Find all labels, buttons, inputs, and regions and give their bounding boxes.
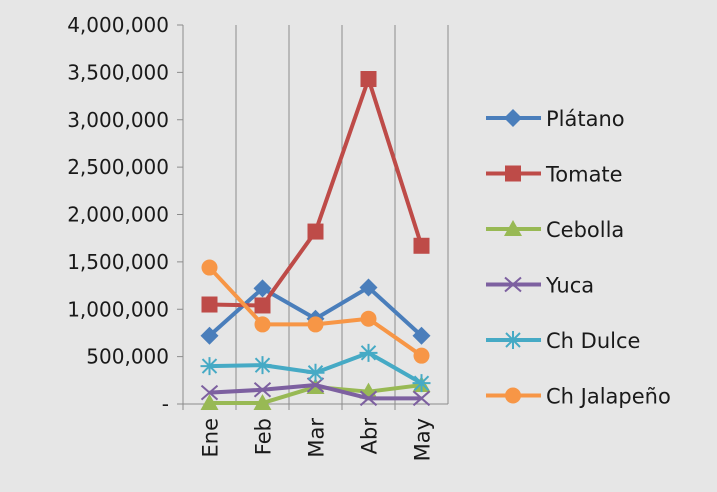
y-tick-label: 500,000: [86, 345, 169, 369]
legend-marker: [504, 109, 522, 127]
y-tick-label: -: [162, 392, 169, 416]
data-point-tomate: [201, 296, 218, 313]
legend-label: Ch Jalapeño: [546, 385, 671, 409]
data-point-yuca: [412, 390, 431, 407]
x-tick-label: Ene: [199, 418, 223, 458]
x-tick-label: Abr: [358, 418, 382, 455]
series-yuca: [200, 377, 431, 407]
data-point-pl-tano: [359, 278, 378, 297]
legend-entry-yuca: Yuca: [486, 274, 594, 298]
data-point-yuca: [359, 390, 378, 407]
data-point-ch-dulce: [306, 363, 325, 382]
legend-entry-pl-tano: Plátano: [486, 107, 625, 131]
y-tick-label: 3,000,000: [67, 108, 169, 132]
data-point-pl-tano: [412, 326, 431, 345]
legend-label: Tomate: [545, 163, 623, 187]
legend-marker: [504, 331, 522, 349]
legend-label: Yuca: [545, 274, 594, 298]
y-tick-label: 1,000,000: [67, 297, 169, 321]
legend-marker: [505, 165, 521, 182]
legend-label: Plátano: [546, 107, 625, 131]
data-point-ch-jalape-o: [413, 347, 430, 364]
legend-marker: [504, 220, 522, 236]
x-tick-label: Mar: [305, 418, 329, 458]
axes: - 500,000 1,000,000 1,500,000 2,000,000 2,500…: [67, 13, 448, 461]
data-point-tomate: [254, 297, 271, 314]
y-tick-label: 1,500,000: [67, 250, 169, 274]
y-tick-label: 2,000,000: [67, 203, 169, 227]
legend-label: Ch Dulce: [546, 329, 640, 353]
data-point-yuca: [253, 382, 272, 398]
data-point-tomate: [307, 223, 324, 240]
legend-entry-ch-jalape-o: Ch Jalapeño: [486, 385, 671, 409]
chart-area-background: [8, 8, 708, 482]
data-point-ch-dulce: [253, 356, 272, 375]
legend: Plátano Tomate Cebolla Yuca Ch Dulce Ch Jalap…: [486, 107, 671, 409]
data-point-yuca: [306, 377, 325, 393]
data-point-ch-dulce: [200, 357, 219, 376]
data-point-pl-tano: [200, 326, 219, 345]
series-ch-dulce: [200, 343, 431, 393]
x-tick-label: May: [411, 418, 435, 461]
data-point-ch-jalape-o: [201, 259, 218, 276]
data-point-cebolla: [200, 394, 219, 411]
data-point-yuca: [200, 384, 219, 401]
data-point-ch-jalape-o: [254, 316, 271, 333]
data-point-ch-jalape-o: [360, 310, 377, 327]
y-tick-label: 3,500,000: [67, 60, 169, 84]
y-tick-label: 2,500,000: [67, 155, 169, 179]
series-ch-jalape-o: [201, 259, 430, 364]
data-point-cebolla: [253, 394, 272, 411]
data-point-pl-tano: [253, 279, 272, 298]
data-point-tomate: [360, 71, 377, 88]
series-lines: [200, 71, 431, 411]
y-tick-label: 4,000,000: [67, 13, 169, 37]
legend-marker: [505, 387, 521, 404]
data-point-ch-dulce: [359, 343, 378, 362]
legend-entry-tomate: Tomate: [486, 163, 623, 187]
legend-entry-ch-dulce: Ch Dulce: [486, 329, 640, 353]
legend-label: Cebolla: [546, 218, 624, 242]
data-point-tomate: [413, 237, 430, 254]
legend-marker: [504, 276, 522, 293]
legend-entry-cebolla: Cebolla: [486, 218, 624, 242]
gridlines: [182, 25, 449, 404]
data-point-ch-jalape-o: [307, 316, 324, 333]
data-point-ch-dulce: [412, 374, 431, 393]
x-tick-label: Feb: [252, 418, 276, 455]
